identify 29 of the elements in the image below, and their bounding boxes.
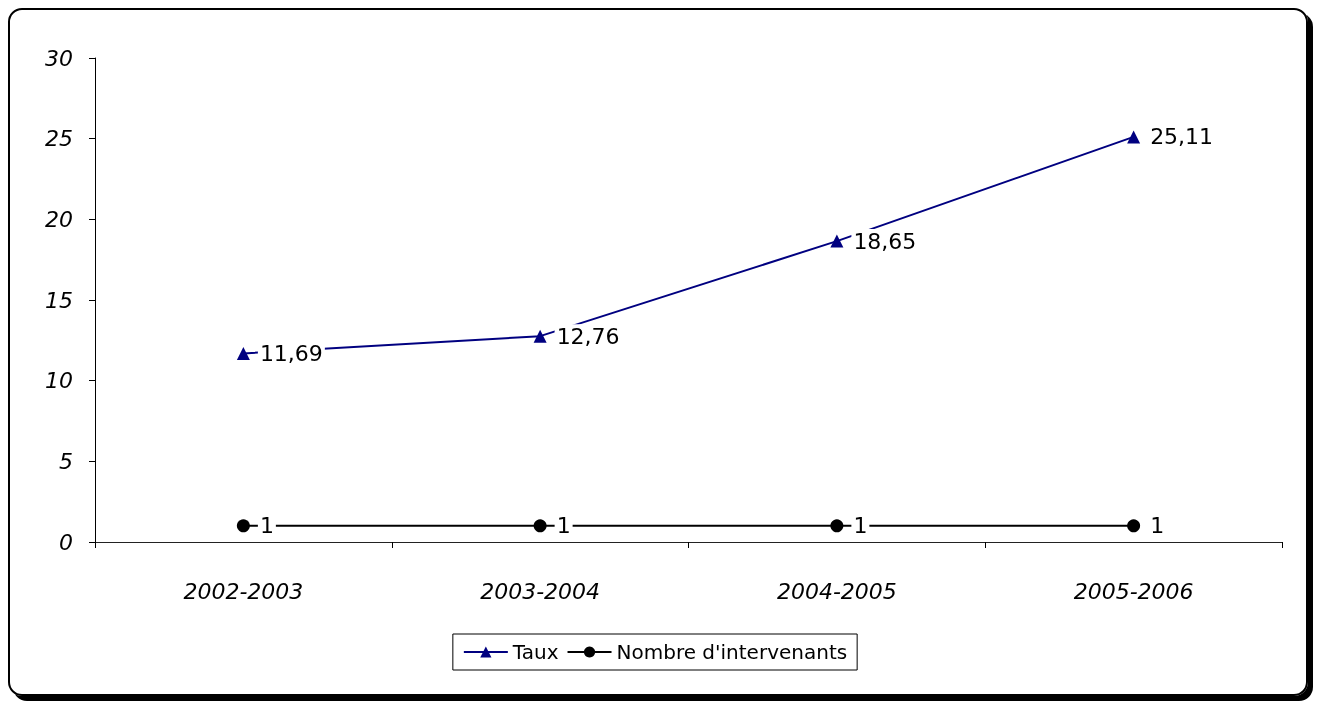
y-tick-label: 10 [45, 368, 73, 394]
point [533, 329, 547, 343]
x-tick-label: 2002-2003 [183, 578, 304, 604]
y-tick-label: 5 [59, 448, 73, 474]
data-label: 1 [853, 513, 868, 539]
y-tick-label: 15 [45, 287, 73, 313]
point [830, 519, 844, 533]
data-label: 1 [1150, 513, 1165, 539]
y-tick-label: 30 [45, 45, 73, 71]
x-tick-label: 2004-2005 [776, 578, 897, 604]
point [236, 519, 250, 533]
data-label: 12,76 [556, 323, 620, 349]
data-label: 25,11 [1150, 124, 1214, 150]
data-label: 1 [556, 513, 571, 539]
y-tick-label: 0 [59, 529, 73, 555]
x-tick-label: 2005-2006 [1073, 578, 1194, 604]
legend-label: Taux [511, 640, 559, 664]
x-tick-label: 2003-2004 [480, 578, 601, 604]
point [830, 234, 844, 248]
point [1127, 519, 1141, 533]
point [1127, 130, 1141, 144]
y-tick-label: 25 [45, 126, 73, 152]
data-label: 1 [259, 513, 274, 539]
point [236, 346, 250, 360]
y-tick-label: 20 [45, 206, 73, 232]
data-label: 18,65 [853, 228, 917, 254]
data-label: 11,69 [259, 340, 323, 366]
point [533, 519, 547, 533]
legend-label: Nombre d'intervenants [616, 640, 848, 664]
